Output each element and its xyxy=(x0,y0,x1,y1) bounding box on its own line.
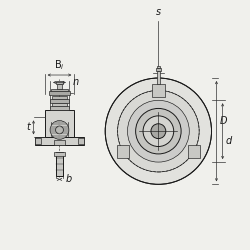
Bar xyxy=(117,146,129,158)
Bar xyxy=(152,84,164,96)
Circle shape xyxy=(56,126,64,134)
Circle shape xyxy=(154,86,162,94)
Text: d: d xyxy=(226,136,232,146)
Text: s: s xyxy=(156,8,161,18)
Text: B$_i$: B$_i$ xyxy=(54,58,65,72)
Text: D: D xyxy=(220,116,227,126)
Bar xyxy=(48,92,70,96)
Bar xyxy=(45,110,74,137)
Circle shape xyxy=(118,90,199,172)
Bar xyxy=(35,138,41,144)
Bar xyxy=(50,106,69,110)
Bar xyxy=(57,84,62,89)
Bar xyxy=(51,89,68,92)
Bar xyxy=(156,66,160,68)
Bar xyxy=(56,152,63,176)
Circle shape xyxy=(119,148,127,156)
Circle shape xyxy=(190,148,198,156)
Bar xyxy=(50,99,69,102)
Text: b: b xyxy=(66,174,72,184)
Circle shape xyxy=(136,108,181,154)
Bar xyxy=(56,81,62,84)
Text: t: t xyxy=(27,122,30,132)
Bar xyxy=(188,146,200,158)
Bar xyxy=(52,96,68,99)
Bar xyxy=(54,140,66,145)
Text: n: n xyxy=(72,78,79,88)
Bar xyxy=(157,71,160,84)
Circle shape xyxy=(50,120,69,139)
Bar xyxy=(35,137,84,145)
Bar xyxy=(54,152,65,156)
Bar xyxy=(78,138,84,144)
Circle shape xyxy=(151,124,166,138)
Bar xyxy=(156,68,161,71)
Bar xyxy=(52,103,68,106)
Circle shape xyxy=(128,100,189,162)
Circle shape xyxy=(105,78,212,184)
Circle shape xyxy=(143,116,174,146)
